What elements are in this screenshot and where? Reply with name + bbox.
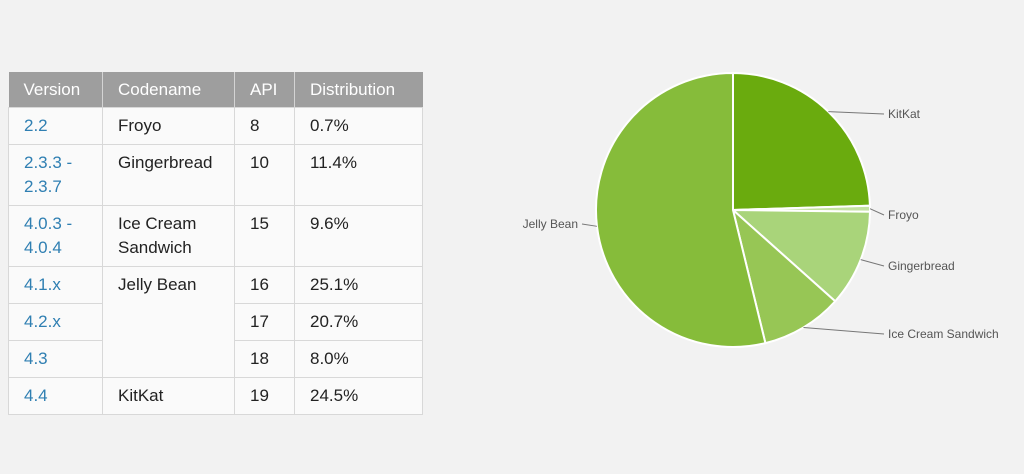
table-row: 4.2.x 17 20.7% [8,303,423,341]
slice-label-leader-line [828,111,885,115]
distribution-cell: 20.7% [294,303,423,341]
slice-label: KitKat [888,107,921,121]
api-cell: 16 [234,266,295,304]
table-row: 4.1.x Jelly Bean 16 25.1% [8,266,423,378]
api-cell: 10 [234,144,295,206]
distribution-cell: 24.5% [294,377,423,415]
slice-label: Jelly Bean [523,217,578,231]
slice-label: Froyo [888,208,919,222]
distribution-cell: 25.1% [294,266,423,304]
table-header-row: Version Codename API Distribution [8,72,423,108]
version-link[interactable]: 4.4 [24,386,48,405]
version-cell[interactable]: 4.3 [8,340,103,378]
table-row: 4.4 KitKat 19 24.5% [8,377,423,415]
api-cell: 19 [234,377,295,415]
pie-slice [731,207,837,345]
distribution-cell: 9.6% [294,205,423,267]
distribution-table: Version Codename API Distribution 2.2 Fr… [8,72,423,415]
version-link[interactable]: 2.3.7 [24,177,62,196]
api-cell: 15 [234,205,295,267]
version-link[interactable]: 4.0.4 [24,238,62,257]
version-link[interactable]: 4.1.x [24,275,61,294]
table-row: 2.3.3 - 2.3.7 Gingerbread 10 11.4% [8,144,423,206]
table-row: 4.3 18 8.0% [8,340,423,378]
slice-label-leader-line [869,208,885,216]
version-link[interactable]: 2.2 [24,116,48,135]
api-cell: 8 [234,107,295,145]
codename-cell: Gingerbread [102,144,235,206]
header-distribution: Distribution [294,72,423,108]
distribution-pie-chart: KitKat Froyo Gingerbread Ice Cream Sandwich… [523,71,999,348]
version-cell[interactable]: 2.2 [8,107,103,145]
header-version: Version [8,72,103,108]
distribution-cell: 11.4% [294,144,423,206]
slice-label: Ice Cream Sandwich [888,327,999,341]
version-cell[interactable]: 4.4 [8,377,103,415]
header-api: API [234,72,295,108]
slice-label-leader-line [803,326,885,335]
codename-cell: KitKat [102,377,235,415]
distribution-cell: 8.0% [294,340,423,378]
table-row: 4.0.3 - 4.0.4 Ice Cream Sandwich 15 9.6% [8,205,423,267]
version-cell[interactable]: 2.3.3 - 2.3.7 [8,144,103,206]
version-cell[interactable]: 4.0.3 - 4.0.4 [8,205,103,267]
version-cell[interactable]: 4.1.x [8,266,103,304]
version-cell[interactable]: 4.2.x [8,303,103,341]
version-link[interactable]: 4.2.x [24,312,61,331]
codename-cell: Jelly Bean [102,266,235,378]
slice-label-leader-line [860,259,885,267]
api-cell: 17 [234,303,295,341]
table-row: 2.2 Froyo 8 0.7% [8,107,423,145]
pie-slice [730,208,872,303]
version-link[interactable]: 4.3 [24,349,48,368]
slice-label-leader-line [581,223,598,227]
pie-slice [732,71,871,212]
version-link[interactable]: 4.0.3 - [24,214,73,233]
api-cell: 18 [234,340,295,378]
codename-cell: Ice Cream Sandwich [102,205,235,267]
slice-label: Gingerbread [888,259,955,273]
distribution-cell: 0.7% [294,107,423,145]
version-link[interactable]: 2.3.3 - [24,153,73,172]
codename-cell: Froyo [102,107,235,145]
pie-slice [595,71,767,348]
header-codename: Codename [102,72,235,108]
